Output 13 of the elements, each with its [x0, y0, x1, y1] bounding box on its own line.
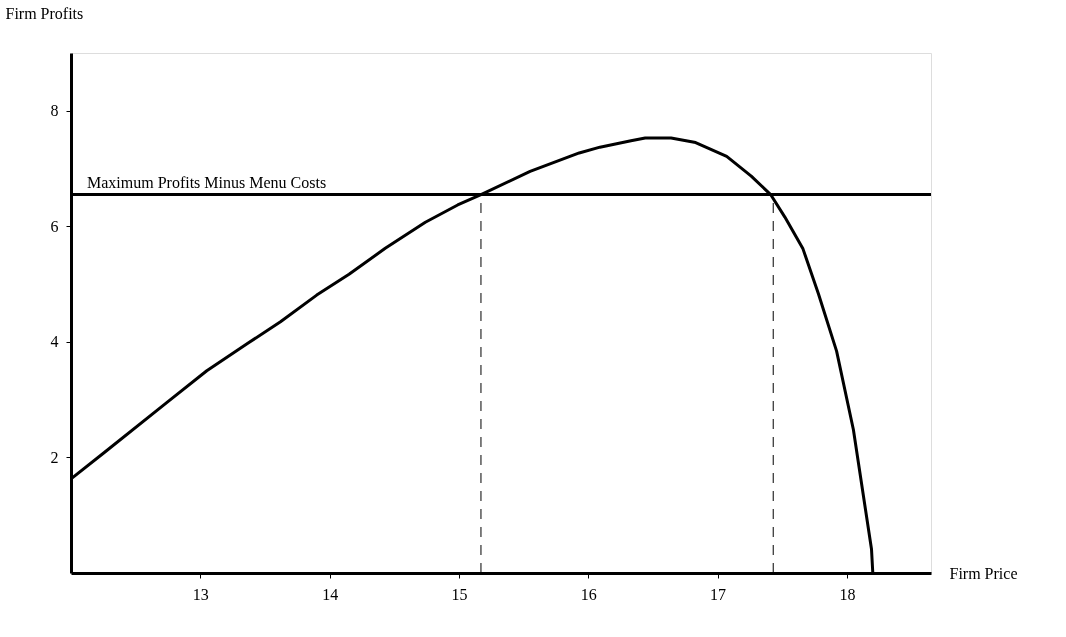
y-axis-title: Firm Profits — [5, 4, 84, 22]
x-axis-title: Firm Price — [949, 564, 1018, 582]
x-tick-label: 17 — [710, 585, 727, 603]
y-tick-label: 8 — [50, 102, 59, 120]
x-tick-label: 15 — [451, 585, 468, 603]
x-tick-label: 18 — [839, 585, 856, 603]
x-tick-label: 14 — [322, 585, 339, 603]
y-tick-label: 2 — [50, 448, 59, 466]
y-tick-label: 6 — [50, 217, 59, 235]
ref-line-label: Maximum Profits Minus Menu Costs — [87, 173, 327, 191]
y-tick-label: 4 — [50, 333, 59, 351]
x-tick-label: 13 — [192, 585, 209, 603]
x-tick-label: 16 — [580, 585, 597, 603]
